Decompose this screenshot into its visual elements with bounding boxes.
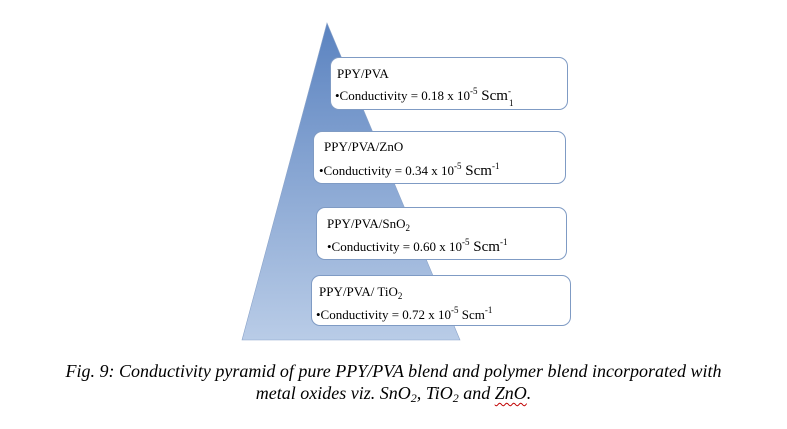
caption-text: .: [526, 383, 532, 403]
level-conductivity: •Conductivity = 0.60 x 10-5 Scm-1: [327, 237, 508, 255]
level-name: PPY/PVA/SnO2: [327, 216, 411, 233]
level-name-text: PPY/PVA/SnO: [327, 216, 406, 231]
conductivity-unit: Scm: [458, 307, 485, 322]
level-name-text: PPY/PVA/ZnO: [324, 139, 404, 154]
level-name-subscript: 2: [397, 291, 403, 301]
caption-subscript: 2: [452, 391, 459, 405]
level-name: PPY/PVA: [337, 66, 389, 82]
conductivity-unit: Scm: [469, 239, 500, 255]
conductivity-value: •Conductivity = 0.72 x 10: [316, 307, 452, 322]
conductivity-exponent: -5: [451, 305, 459, 315]
level-conductivity: •Conductivity = 0.72 x 10-5 Scm-1: [316, 305, 493, 322]
caption-text: , TiO: [416, 383, 453, 403]
level-conductivity: •Conductivity = 0.18 x 10-5 Scm- 1: [335, 86, 513, 108]
conductivity-value: •Conductivity = 0.34 x 10: [319, 163, 455, 178]
level-name: PPY/PVA/ TiO2: [319, 284, 403, 301]
level-name: PPY/PVA/ZnO: [324, 139, 403, 155]
level-name-subscript: 2: [405, 223, 411, 233]
conductivity-unit-exponent: -1: [491, 161, 500, 171]
conductivity-unit-exponent: -1: [499, 237, 508, 247]
conductivity-exponent: -5: [462, 237, 470, 247]
conductivity-unit: Scm: [477, 88, 508, 104]
caption-text: metal oxides viz. SnO: [255, 383, 411, 403]
pyramid-level-ppy-pva-zno: PPY/PVA/ZnO •Conductivity = 0.34 x 10-5 …: [313, 131, 566, 184]
conductivity-unit-exponent-wrap: 1: [508, 98, 514, 108]
conductivity-value: •Conductivity = 0.18 x 10: [335, 88, 471, 103]
conductivity-exponent: -5: [454, 161, 462, 171]
level-conductivity: •Conductivity = 0.34 x 10-5 Scm-1: [319, 161, 500, 179]
pyramid-level-ppy-pva-tio2: PPY/PVA/ TiO2 •Conductivity = 0.72 x 10-…: [311, 275, 571, 326]
caption-subscript: 2: [410, 391, 417, 405]
conductivity-value: •Conductivity = 0.60 x 10: [327, 239, 463, 254]
caption-line-2: metal oxides viz. SnO2, TiO2 and ZnO.: [0, 382, 787, 404]
conductivity-unit-exponent: -1: [484, 305, 493, 315]
caption-text: and: [458, 383, 495, 403]
caption-zno-spellcheck: ZnO: [494, 383, 527, 403]
pyramid-level-ppy-pva: PPY/PVA •Conductivity = 0.18 x 10-5 Scm-…: [330, 57, 568, 110]
conductivity-unit-exponent: -: [507, 86, 511, 96]
level-name-text: PPY/PVA: [337, 66, 389, 81]
caption-line-1: Fig. 9: Conductivity pyramid of pure PPY…: [65, 361, 722, 381]
level-name-text: PPY/PVA/ TiO: [319, 284, 398, 299]
pyramid-level-ppy-pva-sno2: PPY/PVA/SnO2 •Conductivity = 0.60 x 10-5…: [316, 207, 567, 260]
conductivity-unit: Scm: [461, 163, 492, 179]
figure-caption: Fig. 9: Conductivity pyramid of pure PPY…: [0, 360, 787, 404]
conductivity-exponent: -5: [470, 86, 478, 96]
